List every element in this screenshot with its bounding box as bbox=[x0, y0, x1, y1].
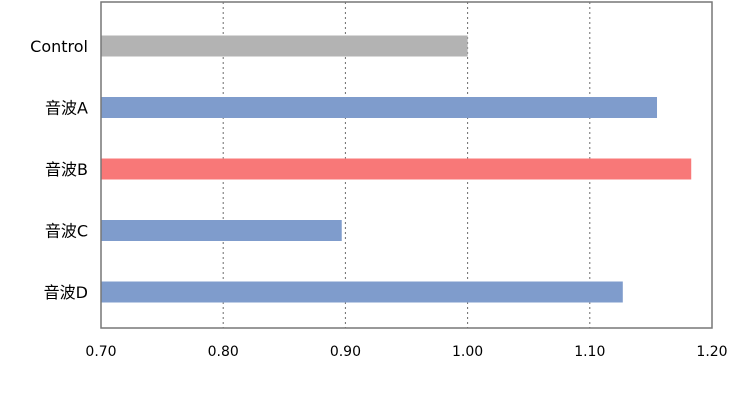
category-label: 音波D bbox=[44, 283, 88, 302]
category-label: 音波A bbox=[45, 99, 88, 118]
category-label: 音波B bbox=[45, 160, 88, 179]
category-label: 音波C bbox=[45, 222, 88, 241]
x-tick-label: 1.20 bbox=[696, 344, 727, 360]
category-labels: Control 音波A 音波B 音波C 音波D bbox=[30, 37, 88, 302]
bar bbox=[101, 158, 692, 180]
category-label: Control bbox=[30, 37, 88, 56]
x-tick-label: 1.00 bbox=[452, 344, 483, 360]
bar bbox=[101, 220, 342, 241]
grid-lines bbox=[222, 2, 591, 328]
bar bbox=[101, 97, 658, 118]
plot-frame bbox=[100, 1, 713, 329]
bars-group bbox=[101, 35, 692, 303]
bar bbox=[101, 35, 468, 57]
x-tick-labels: 0.70 0.80 0.90 1.00 1.10 1.20 bbox=[85, 344, 727, 360]
x-tick-label: 0.80 bbox=[208, 344, 239, 360]
x-tick-label: 0.70 bbox=[85, 344, 116, 360]
x-tick-label: 1.10 bbox=[574, 344, 605, 360]
x-tick-label: 0.90 bbox=[330, 344, 361, 360]
bar bbox=[101, 281, 623, 303]
